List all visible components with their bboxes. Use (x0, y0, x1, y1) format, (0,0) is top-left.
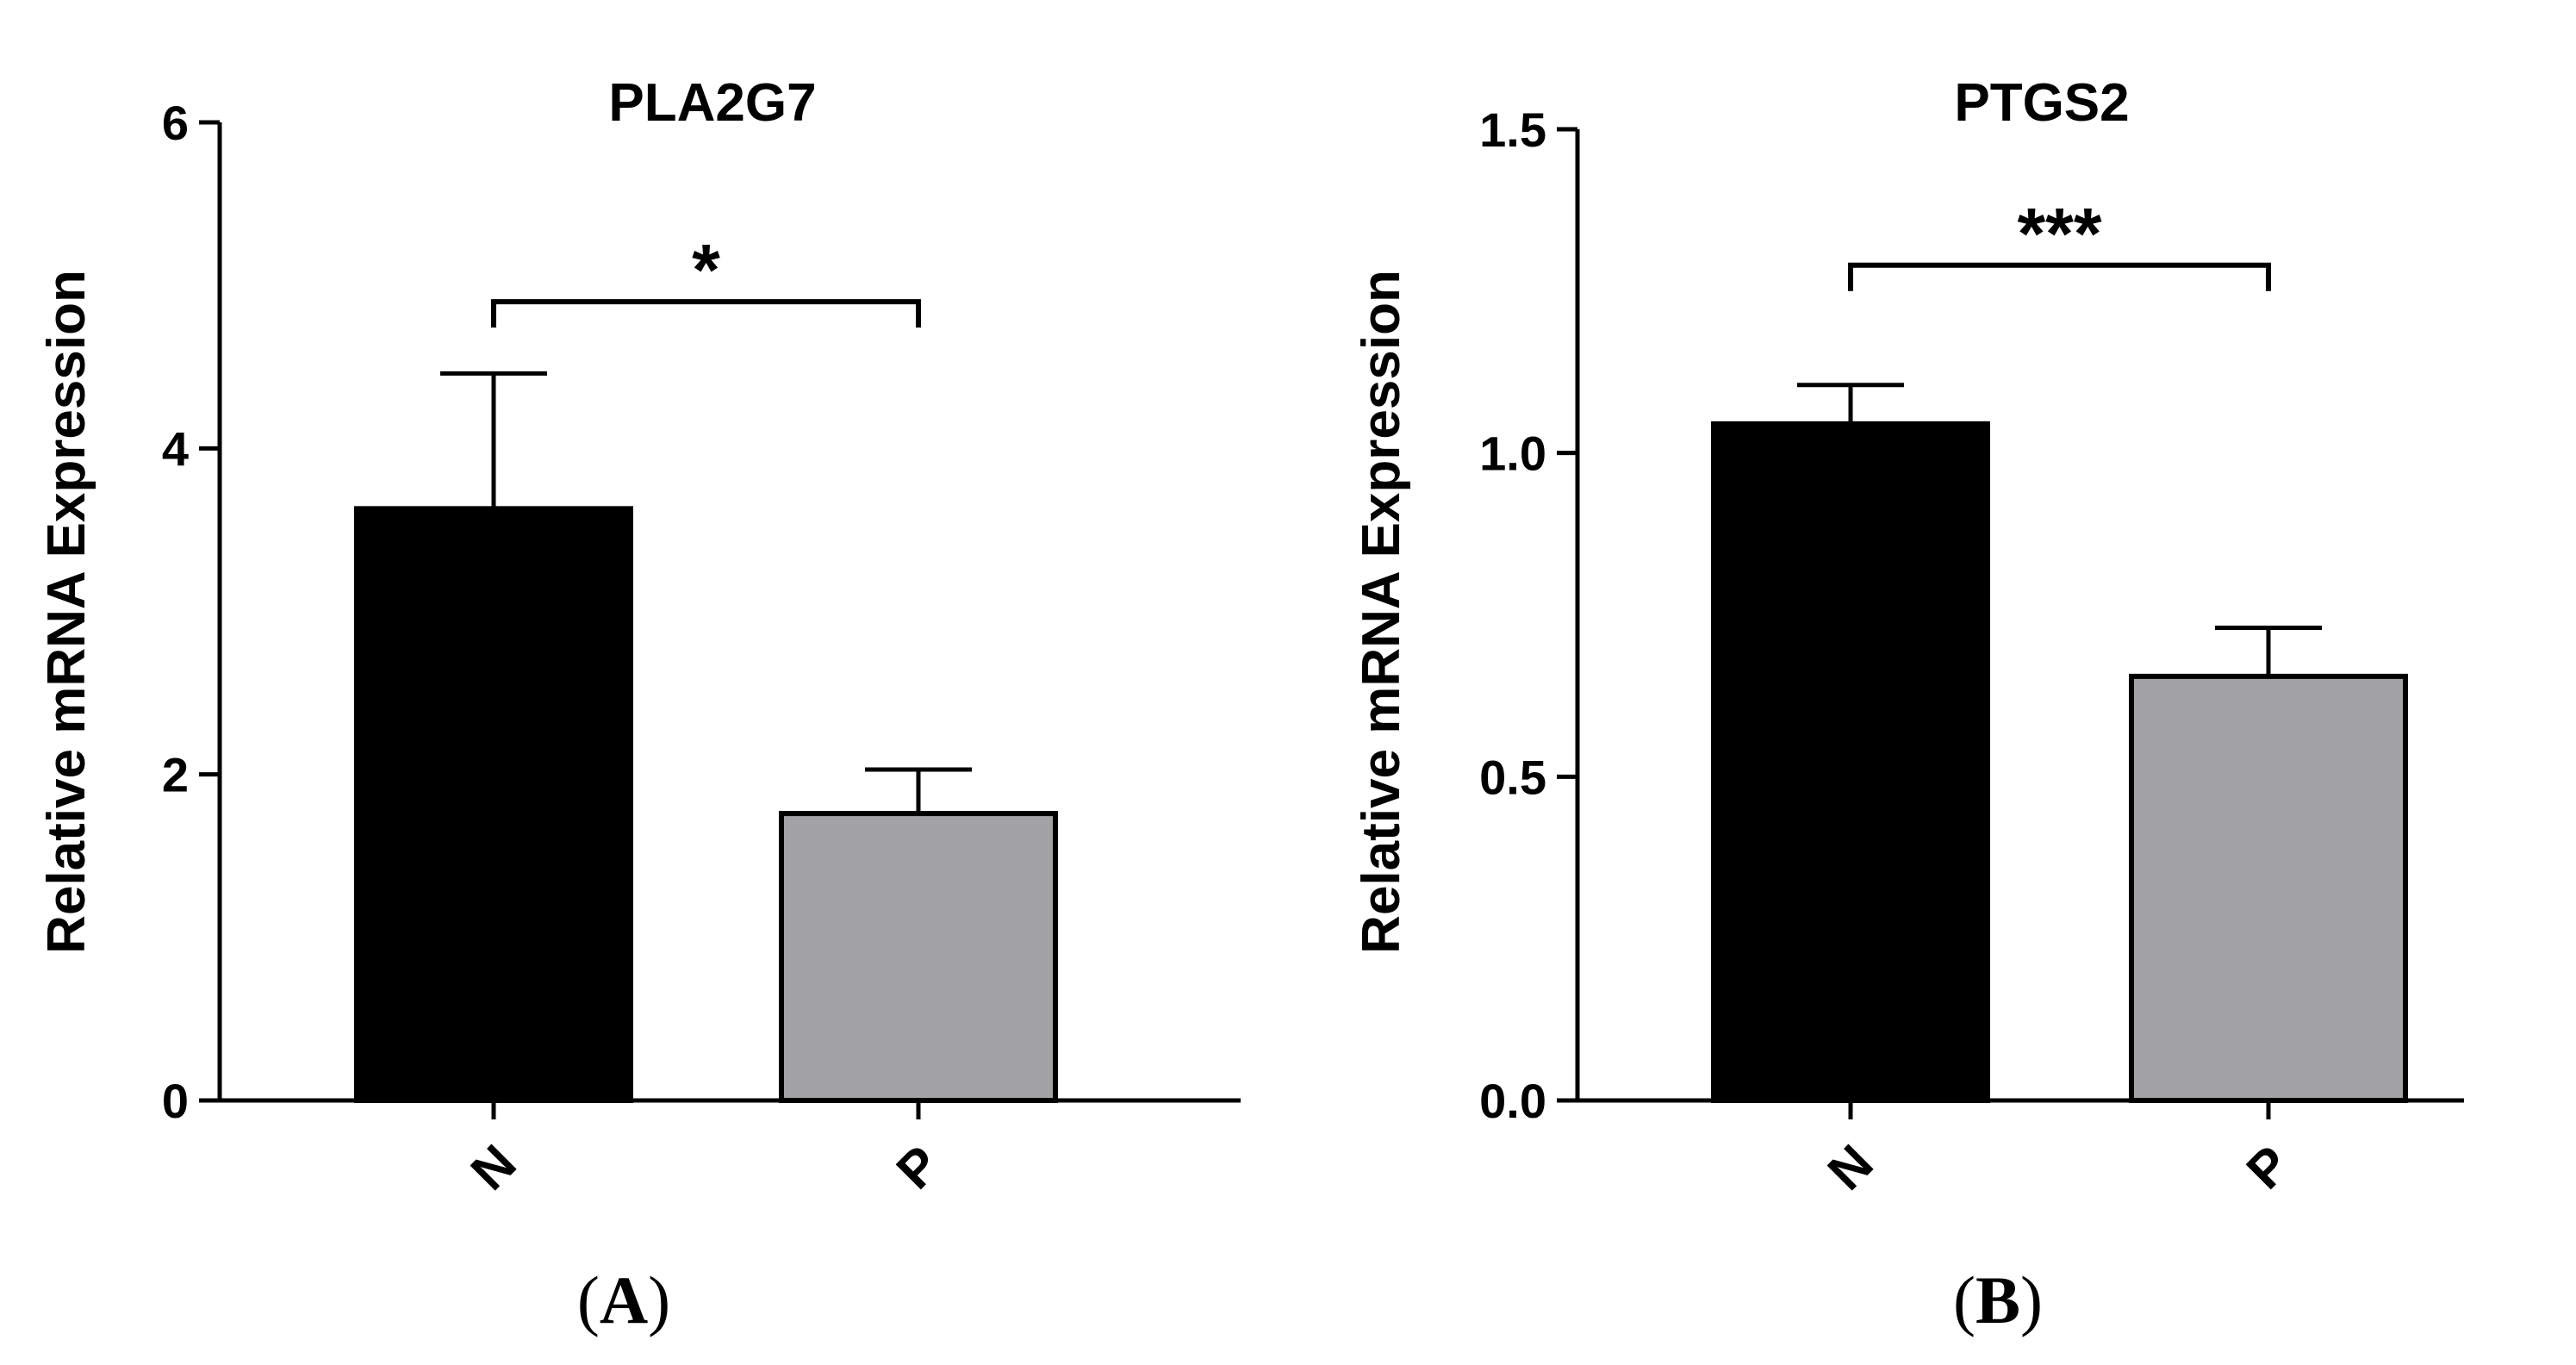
panel-letter: B (1976, 1262, 2020, 1337)
panel-label: (B) (1953, 1262, 2043, 1337)
y-tick-label: 0 (162, 1074, 189, 1128)
x-tick-label: N (1817, 1134, 1884, 1201)
y-tick-label: 0.0 (1479, 1074, 1546, 1128)
significance-label: * (692, 229, 720, 310)
y-tick-label: 2 (162, 748, 189, 802)
x-tick-label: N (460, 1134, 527, 1201)
y-tick-label: 4 (162, 421, 189, 476)
significance-bracket (1848, 262, 2271, 291)
y-tick-label: 1.5 (1479, 103, 1546, 157)
y-axis-label: Relative mRNA Expression (1352, 270, 1411, 954)
y-tick-label: 6 (162, 96, 189, 150)
x-tick-label: P (886, 1135, 951, 1200)
chart-panel-a: PLA2G7 Relative mRNA Expression N P 0 2 4 6 * (A) (37, 73, 1241, 1337)
chart-title: PLA2G7 (608, 73, 816, 133)
bar-n (1711, 421, 1990, 1103)
y-tick-label: 0.5 (1479, 750, 1546, 804)
panel-label: (A) (577, 1262, 670, 1337)
panel-letter: A (600, 1262, 648, 1337)
y-tick-label: 1.0 (1479, 427, 1546, 481)
bar-n (354, 506, 633, 1103)
bar-p (779, 811, 1058, 1103)
x-tick-label: P (2236, 1135, 2301, 1200)
y-axis-label: Relative mRNA Expression (37, 270, 96, 954)
bar-p (2129, 673, 2408, 1103)
chart-title: PTGS2 (1954, 73, 2129, 133)
significance-bracket (491, 299, 921, 328)
significance-label: *** (2017, 193, 2101, 274)
chart-panel-b: PTGS2 Relative mRNA Expression N P 0.0 0.5 1.0… (1352, 73, 2464, 1337)
